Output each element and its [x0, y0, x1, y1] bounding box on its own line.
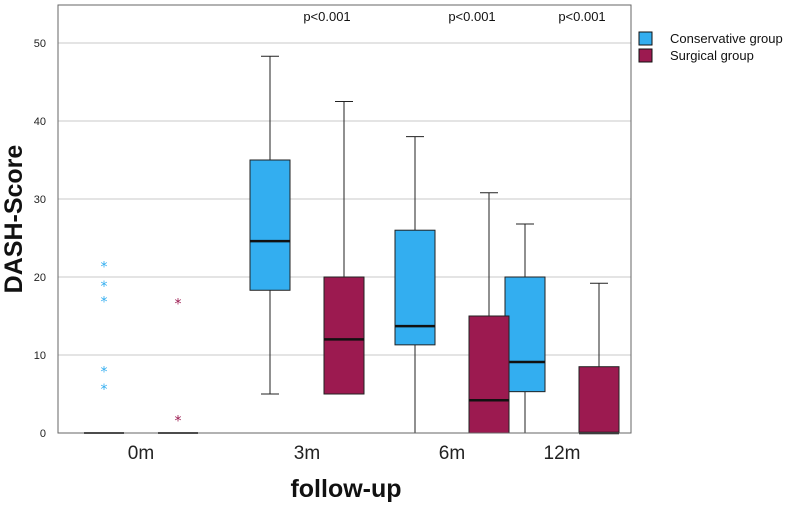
outlier-marker: * — [101, 382, 108, 398]
x-tick-label: 3m — [294, 443, 320, 464]
p-value-label: p<0.001 — [448, 9, 495, 24]
outlier-marker: * — [175, 297, 182, 313]
box-surgical — [323, 276, 365, 395]
plot-frame — [57, 4, 632, 434]
box-surgical — [578, 366, 620, 434]
box-conservative — [249, 159, 291, 291]
p-value-label: p<0.001 — [303, 9, 350, 24]
box-surgical — [468, 315, 510, 434]
outlier-marker: * — [175, 414, 182, 430]
box-group-conservative — [249, 55, 291, 395]
y-axis-ticks: 0 10 20 30 40 50 — [34, 38, 46, 440]
p-value-annotations: p<0.001 p<0.001 p<0.001 — [303, 9, 605, 24]
box-conservative — [394, 229, 436, 346]
x-tick-label: 0m — [128, 443, 154, 464]
y-tick-label: 50 — [34, 38, 46, 50]
legend-swatch-conservative — [638, 31, 653, 46]
y-tick-label: 0 — [40, 428, 46, 440]
box-group-surgical: ** — [158, 297, 198, 434]
legend: Conservative group Surgical group — [638, 31, 783, 63]
box-group-surgical — [578, 282, 620, 435]
box-series: ******* — [84, 55, 620, 435]
y-tick-label: 20 — [34, 272, 46, 284]
y-tick-label: 10 — [34, 350, 46, 362]
x-axis-title: follow-up — [290, 475, 401, 503]
box-group-conservative — [504, 223, 546, 433]
y-tick-label: 40 — [34, 116, 46, 128]
y-tick-label: 30 — [34, 194, 46, 206]
p-value-label: p<0.001 — [558, 9, 605, 24]
outlier-marker: * — [101, 365, 108, 381]
box-conservative — [504, 276, 546, 393]
outlier-marker: * — [101, 294, 108, 310]
box-group-surgical — [323, 101, 365, 395]
box-group-surgical — [468, 192, 510, 434]
legend-label-surgical: Surgical group — [670, 48, 754, 63]
box-group-conservative: ***** — [84, 259, 124, 434]
outlier-marker: * — [101, 279, 108, 295]
x-tick-label: 6m — [439, 443, 465, 464]
x-axis-ticks: 0m 3m 6m 12m — [128, 443, 581, 464]
outlier-marker: * — [101, 259, 108, 275]
box-group-conservative — [394, 136, 436, 433]
legend-swatch-surgical — [638, 48, 653, 63]
x-tick-label: 12m — [544, 443, 581, 464]
legend-label-conservative: Conservative group — [670, 31, 783, 46]
y-axis-title: DASH-Score — [0, 145, 28, 294]
